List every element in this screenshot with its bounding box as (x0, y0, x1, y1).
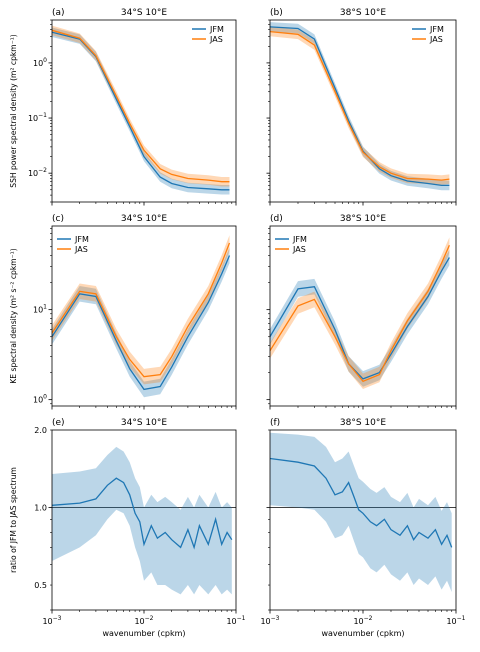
legend-label-jas: JAS (292, 245, 306, 254)
y-tick-label: 100 (33, 57, 47, 68)
legend-label-jfm: JFM (74, 235, 89, 244)
series-line-jas (270, 30, 450, 181)
x-tick-label: 10−3 (260, 615, 279, 626)
confidence-band-jfm (52, 247, 230, 398)
series-line-jfm (52, 31, 230, 191)
panel-label: (c) (52, 214, 64, 224)
confidence-band-jfm (52, 446, 232, 595)
panel-title: 34°S 10°E (121, 8, 167, 18)
legend-label-jas: JAS (209, 35, 223, 44)
plot-area (270, 22, 450, 191)
panel-title: 34°S 10°E (121, 418, 167, 428)
plot-area (270, 432, 456, 592)
confidence-band-jas (52, 25, 230, 187)
panel-label: (a) (52, 8, 65, 18)
x-tick-label: 10−2 (134, 615, 153, 626)
confidence-band-jfm (270, 432, 452, 592)
x-tick-label: 10−2 (353, 615, 372, 626)
legend-label-jfm: JFM (429, 25, 444, 34)
x-axis-label: wavenumber (cpkm) (102, 629, 185, 638)
series-line-jfm (52, 255, 231, 391)
x-tick-label: 10−3 (42, 615, 61, 626)
y-tick-label: 101 (33, 304, 47, 315)
legend-label-jfm: JFM (209, 25, 224, 34)
series-line-jfm (52, 477, 233, 550)
y-tick-label: 10−2 (28, 167, 47, 178)
x-axis-label: wavenumber (cpkm) (321, 629, 404, 638)
series-line-jfm (270, 457, 453, 548)
y-tick-label: 100 (33, 394, 47, 405)
legend-label-jas: JAS (74, 245, 88, 254)
confidence-band-jfm (270, 22, 450, 191)
x-tick-label: 10−1 (226, 615, 245, 626)
plot-area (270, 237, 450, 389)
panel-label: (e) (52, 418, 65, 428)
legend-label-jfm: JFM (292, 235, 307, 244)
y-axis-label: KE spectral density (m² s⁻² cpkm⁻¹) (9, 248, 18, 383)
series-line-jas (52, 242, 231, 378)
series-line-jfm (270, 257, 450, 380)
panel-title: 38°S 10°E (340, 214, 386, 224)
panel-title: 34°S 10°E (121, 214, 167, 224)
confidence-band-jas (270, 26, 450, 185)
panel-title: 38°S 10°E (340, 8, 386, 18)
y-tick-label: 0.5 (34, 581, 47, 590)
series-line-jas (270, 244, 450, 383)
x-tick-label: 10−1 (446, 615, 465, 626)
y-tick-label: 10−1 (28, 112, 47, 123)
panel-label: (b) (270, 8, 283, 18)
series-line-jfm (270, 26, 450, 187)
plot-area (52, 25, 230, 195)
y-axis-label: ratio of JFM to JAS spectrum (9, 467, 18, 573)
panel-title: 38°S 10°E (340, 418, 386, 428)
y-tick-label: 1.0 (34, 504, 47, 513)
chart-panel-f: 10−3 10−2 10−1 wavenumber (cpkm) (f) 38°S 10°… (260, 418, 465, 638)
plot-area (52, 446, 236, 595)
y-axis-label: SSH power spectral density (m² cpkm⁻¹) (9, 34, 18, 187)
plot-area (52, 235, 231, 398)
confidence-band-jfm (270, 249, 450, 387)
chart-panel-e: 10−3 10−2 10−1 wavenumber (cpkm) 2.0 1.0 0.5 (e… (34, 418, 245, 638)
legend-label-jas: JAS (429, 35, 443, 44)
confidence-band-jas (270, 237, 450, 389)
series-line-jas (52, 29, 230, 183)
panel-label: (d) (270, 214, 283, 224)
panel-label: (f) (270, 418, 280, 428)
y-tick-label: 2.0 (34, 426, 47, 435)
confidence-band-jfm (52, 27, 230, 195)
axes-frame (51, 19, 237, 203)
confidence-band-jas (52, 235, 230, 385)
